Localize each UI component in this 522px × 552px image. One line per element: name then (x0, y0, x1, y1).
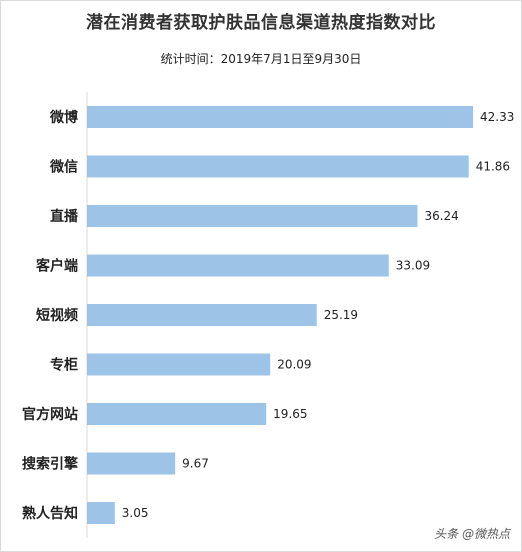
category-tick-label: 客户端 (35, 258, 78, 275)
chart-subtitle: 统计时间：2019年7月1日至9月30日 (160, 52, 362, 66)
bar (87, 254, 389, 277)
category-tick-label: 微博 (49, 109, 78, 126)
data-label: 9.67 (182, 457, 209, 471)
bar (87, 353, 271, 376)
bar (87, 205, 418, 227)
bar (87, 452, 176, 475)
bar (87, 502, 115, 524)
category-tick-label: 熟人告知 (22, 505, 78, 522)
category-tick-label: 微信 (49, 159, 78, 176)
data-label: 33.09 (396, 259, 430, 273)
category-tick-label: 官方网站 (22, 406, 78, 423)
category-tick-label: 专柜 (50, 357, 78, 374)
bar (87, 304, 317, 326)
data-label: 3.05 (122, 506, 149, 520)
data-label: 36.24 (424, 209, 458, 223)
bar (87, 106, 473, 128)
category-tick-label: 短视频 (36, 307, 78, 324)
category-tick-label: 直播 (50, 208, 79, 225)
data-label: 25.19 (324, 308, 358, 322)
data-label: 41.86 (476, 160, 510, 174)
bar (87, 403, 267, 425)
bar (87, 155, 469, 178)
chart-title: 潜在消费者获取护肤品信息渠道热度指数对比 (86, 13, 436, 33)
data-label: 20.09 (277, 358, 311, 372)
watermark: 头条 @微热点 (434, 527, 510, 541)
data-label: 19.65 (273, 407, 307, 421)
data-label: 42.33 (480, 110, 514, 124)
category-tick-label: 搜索引擎 (22, 456, 78, 473)
